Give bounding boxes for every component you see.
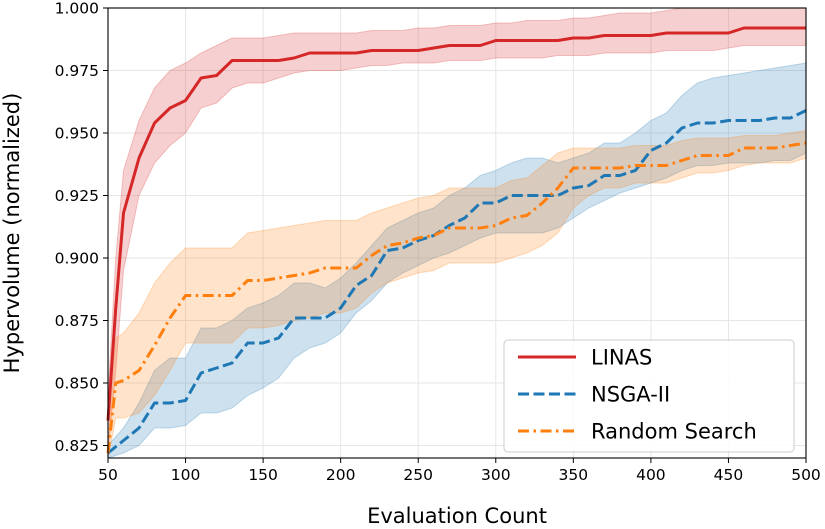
y-tick-label: 0.925 [55,187,99,205]
y-tick-label: 1.000 [55,0,99,18]
x-tick-label: 150 [248,466,278,484]
x-tick-label: 50 [98,466,118,484]
plot-frame [107,7,807,459]
series-lines [106,26,807,455]
x-tick-label: 300 [481,466,511,484]
legend-box [503,339,795,453]
x-tick-label: 350 [559,466,589,484]
y-tick-label: 0.825 [55,437,99,455]
x-tick-label: 400 [636,466,666,484]
x-tick-label: 450 [714,466,744,484]
linas-line [106,26,806,421]
axis-ticks: 50 100 150 200 250 300 350 400 450 500 0.825 0.850 0… [55,0,821,484]
y-axis-label: Hypervolume (normalized) [0,93,24,374]
legend: LINAS NSGA-II Random Search [503,339,795,453]
x-tick-label: 500 [791,466,821,484]
random-search-line [106,141,807,454]
x-tick-label: 200 [326,466,356,484]
x-tick-label: 100 [171,466,201,484]
y-tick-label: 0.975 [55,62,99,80]
x-axis-label: Evaluation Count [367,504,547,528]
legend-label-nsga-ii: NSGA-II [591,383,670,407]
y-tick-label: 0.850 [55,375,99,393]
y-tick-label: 0.875 [55,312,99,330]
x-tick-label: 250 [403,466,433,484]
legend-label-linas: LINAS [591,346,652,370]
y-tick-label: 0.900 [55,250,99,268]
legend-label-random-search: Random Search [591,420,757,444]
nsga-ii-line [107,109,807,455]
y-tick-label: 0.950 [55,125,99,143]
